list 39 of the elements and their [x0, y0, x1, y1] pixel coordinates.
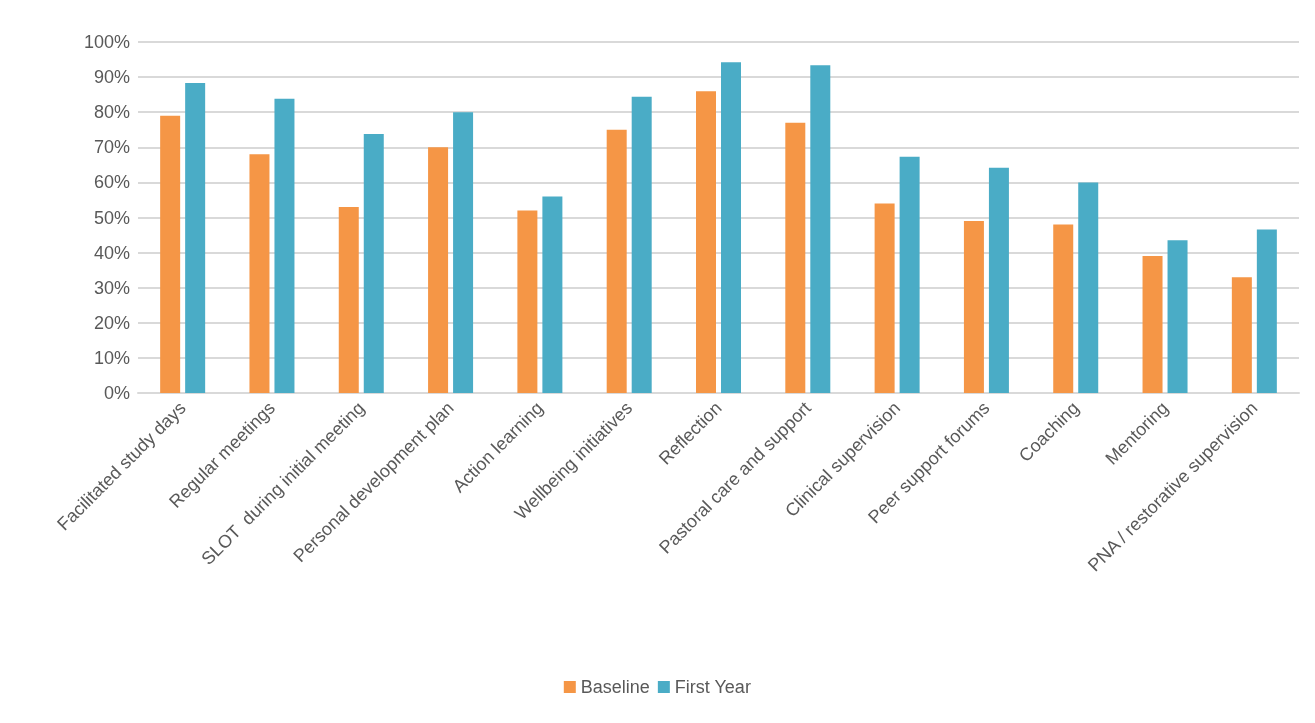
bar [1142, 256, 1163, 393]
y-tick-label: 100% [83, 32, 130, 52]
y-tick-label: 20% [93, 312, 130, 333]
bar [363, 133, 384, 393]
y-tick-label: 30% [93, 277, 130, 298]
bar [1167, 240, 1188, 393]
bar [160, 115, 181, 393]
bar [785, 122, 806, 393]
y-tick-label: 80% [93, 102, 130, 123]
y-tick-label: 40% [93, 242, 130, 263]
bar [453, 112, 474, 393]
bar [185, 83, 206, 393]
bar [1231, 277, 1252, 393]
bar [1078, 182, 1099, 393]
bar [1053, 224, 1074, 393]
bar [963, 221, 984, 393]
bar [338, 206, 359, 393]
y-tick-label: 70% [93, 137, 130, 158]
bar [988, 167, 1009, 393]
y-tick-label: 90% [93, 67, 130, 88]
bar [696, 91, 716, 393]
bar [899, 156, 920, 393]
bar [517, 210, 538, 393]
bar [631, 96, 652, 393]
y-tick-label: 60% [93, 172, 130, 193]
y-tick-label: 10% [93, 347, 130, 368]
y-tick-label: 0% [103, 383, 130, 403]
bar [542, 196, 563, 393]
legend-label: First Year [674, 677, 751, 697]
bar [428, 147, 449, 393]
bar [1256, 229, 1277, 393]
bar [721, 62, 741, 393]
bar [874, 203, 895, 393]
bar [810, 65, 831, 393]
bar [606, 129, 627, 393]
y-tick-label: 50% [93, 207, 130, 228]
bar [249, 154, 270, 393]
bar [274, 98, 295, 393]
legend-label: Baseline [580, 677, 650, 697]
